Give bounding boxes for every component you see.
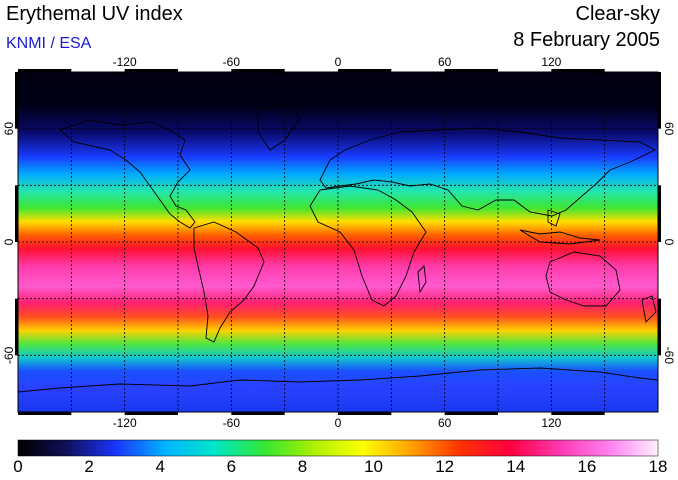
latitude-label: 0 <box>662 239 676 246</box>
longitude-labels-bottom: -120 -60 0 60 120 <box>113 416 562 430</box>
longitude-label: 0 <box>335 55 342 69</box>
frame-segment <box>15 72 18 129</box>
colorbar-tick-label: 12 <box>435 457 455 476</box>
longitude-label: -120 <box>113 416 137 430</box>
frame-segment <box>444 412 498 415</box>
colorbar-tick-label: 6 <box>226 457 237 476</box>
frame-segment <box>124 69 178 72</box>
colorbar-tick-label: 18 <box>648 457 668 476</box>
colorbar-tick-label: 4 <box>155 457 165 476</box>
sky-condition-label: Clear-sky <box>575 3 660 25</box>
longitude-label: 120 <box>541 55 561 69</box>
latitude-label: 60 <box>662 122 676 136</box>
longitude-label: -60 <box>223 55 241 69</box>
latitude-label: 60 <box>2 122 16 136</box>
indonesia-outline <box>519 209 601 245</box>
colorbar-tick-label: 16 <box>577 457 597 476</box>
new-zealand-outline <box>641 295 657 323</box>
frame-segment <box>15 185 18 242</box>
frame-ticks <box>15 69 661 415</box>
frame-segment <box>658 72 661 129</box>
longitude-labels-top: -120 -60 0 60 120 <box>113 55 562 69</box>
credit-label: KNMI / ESA <box>6 35 92 52</box>
frame-segment <box>338 69 392 72</box>
frame-segment <box>551 412 605 415</box>
longitude-label: 120 <box>541 416 561 430</box>
colorbar-tick-label: 10 <box>364 457 384 476</box>
latitude-labels-right: 60 0 -60 <box>662 122 676 364</box>
date-label: 8 February 2005 <box>513 29 660 51</box>
colorbar-tick-label: 2 <box>84 457 94 476</box>
latitude-labels-left: 60 0 -60 <box>2 122 16 364</box>
south-america-outline <box>193 221 265 343</box>
africa-outline <box>309 185 427 307</box>
frame-segment <box>338 412 392 415</box>
colorbar-tick-label: 8 <box>297 457 308 476</box>
frame-segment <box>231 412 285 415</box>
latitude-label: -60 <box>662 347 676 365</box>
longitude-label: -120 <box>113 55 137 69</box>
map-title: Erythemal UV index <box>6 3 183 25</box>
colorbar-tick-label: 0 <box>13 457 23 476</box>
longitude-label: -60 <box>223 416 241 430</box>
longitude-label: 0 <box>335 416 342 430</box>
frame-segment <box>551 69 605 72</box>
colorbar-tick-label: 14 <box>506 457 526 476</box>
longitude-label: 60 <box>438 416 452 430</box>
latitude-label: 0 <box>2 238 16 245</box>
madagascar-outline <box>417 265 427 294</box>
frame-segment <box>231 69 285 72</box>
frame-segment <box>444 69 498 72</box>
frame-segment <box>658 298 661 356</box>
australia-outline <box>545 251 621 307</box>
frame-segment <box>18 69 72 72</box>
eurasia-outline <box>319 127 656 217</box>
graticule <box>18 72 658 412</box>
latitude-label: -60 <box>2 346 16 364</box>
frame-segment <box>658 185 661 242</box>
frame-segment <box>18 412 72 415</box>
frame-segment <box>124 412 178 415</box>
antarctica-outline <box>18 367 658 393</box>
colorbar <box>17 439 659 457</box>
frame-segment <box>15 298 18 356</box>
longitude-label: 60 <box>438 55 452 69</box>
